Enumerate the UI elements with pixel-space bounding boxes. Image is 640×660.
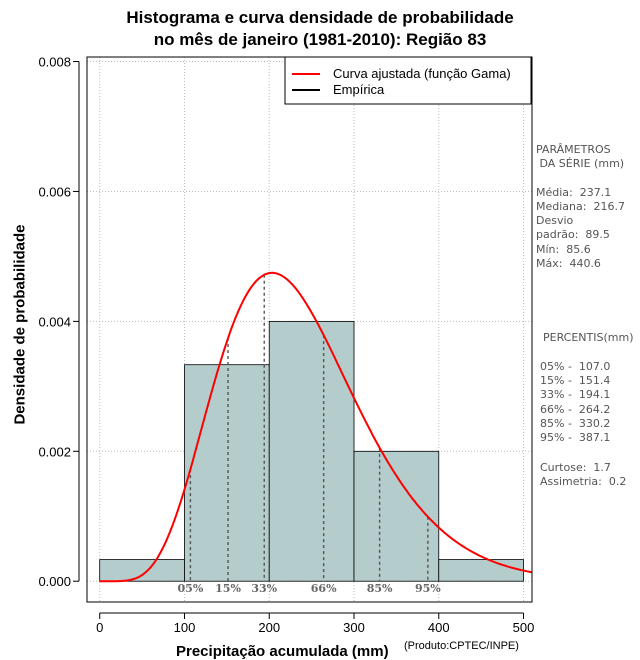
- percentil-15: 15% - 151.4: [540, 374, 611, 387]
- histogram-bar-1: [184, 364, 270, 582]
- stat-min: Mín: 85.6: [536, 243, 591, 256]
- x-tick-label: 300: [343, 620, 365, 635]
- stat-max: Máx: 440.6: [536, 257, 601, 270]
- legend-label-empirical: Empírica: [333, 82, 385, 97]
- y-tick-label: 0.002: [38, 444, 71, 459]
- legend-label-fit: Curva ajustada (função Gama): [333, 66, 511, 81]
- product-credit: (Produto:CPTEC/INPE): [404, 640, 519, 652]
- stats-header-2: DA SÉRIE (mm): [536, 157, 625, 170]
- percentile-label-15%: 15%: [215, 582, 241, 595]
- percentil-95: 95% - 387.1: [540, 431, 611, 444]
- histogram-bar-2: [268, 320, 355, 582]
- stat-mean: Média: 237.1: [536, 186, 612, 199]
- histogram-bar-0: [99, 559, 185, 582]
- y-tick-label: 0.004: [38, 314, 71, 329]
- x-tick-label: 0: [96, 620, 103, 635]
- percentis-header: PERCENTIS(mm): [543, 331, 634, 344]
- percentil-33: 33% - 194.1: [540, 388, 611, 401]
- x-axis-label: Precipitação acumulada (mm): [176, 643, 389, 660]
- stat-std-label: Desvio: [536, 214, 574, 227]
- percentile-label-33%: 33%: [251, 582, 277, 595]
- stat-std-value: padrão: 89.5: [536, 228, 610, 241]
- percentile-label-66%: 66%: [311, 582, 337, 595]
- legend: Curva ajustada (função Gama) Empírica: [284, 56, 532, 105]
- y-tick-label: 0.006: [38, 184, 71, 199]
- percentile-label-95%: 95%: [415, 582, 441, 595]
- stat-median: Mediana: 216.7: [536, 200, 625, 213]
- x-tick-label: 400: [428, 620, 450, 635]
- x-tick-label: 500: [513, 620, 535, 635]
- histogram-bar-4: [438, 559, 524, 582]
- percentil-05: 05% - 107.0: [540, 360, 611, 373]
- stats-header-1: PARÂMETROS: [536, 143, 611, 156]
- chart-title-line1: Histograma e curva densidade de probabil…: [126, 8, 514, 27]
- percentil-85: 85% - 330.2: [540, 417, 611, 430]
- x-tick-label: 100: [174, 620, 196, 635]
- y-tick-label: 0.000: [38, 574, 71, 589]
- percentil-66: 66% - 264.2: [540, 403, 611, 416]
- y-axis-label: Densidade de probabilidade: [11, 224, 29, 425]
- chart-title-line2: no mês de janeiro (1981-2010): Região 83: [153, 30, 487, 49]
- percentile-label-85%: 85%: [367, 582, 393, 595]
- y-tick-label: 0.008: [38, 55, 71, 70]
- percentile-label-05%: 05%: [178, 582, 204, 595]
- stat-kurtosis: Curtose: 1.7: [540, 461, 611, 474]
- stat-skewness: Assimetria: 0.2: [540, 475, 627, 488]
- x-tick-label: 200: [258, 620, 280, 635]
- gamma-fit-curve: [99, 271, 533, 583]
- histogram-bar-3: [353, 450, 440, 582]
